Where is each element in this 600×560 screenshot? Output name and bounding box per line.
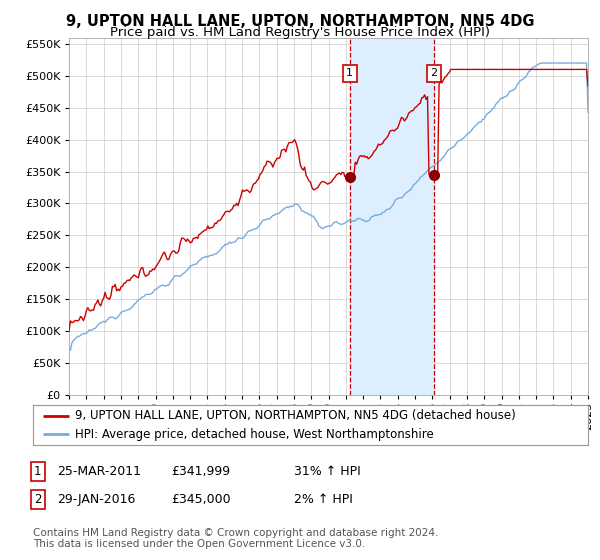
- Text: Contains HM Land Registry data © Crown copyright and database right 2024.
This d: Contains HM Land Registry data © Crown c…: [33, 528, 439, 549]
- Text: 1: 1: [34, 465, 41, 478]
- Text: £341,999: £341,999: [171, 465, 230, 478]
- Bar: [350, 38, 434, 395]
- Text: 2: 2: [430, 68, 437, 78]
- Text: 1: 1: [346, 68, 353, 78]
- Text: 25-MAR-2011: 25-MAR-2011: [57, 465, 141, 478]
- Text: 9, UPTON HALL LANE, UPTON, NORTHAMPTON, NN5 4DG (detached house): 9, UPTON HALL LANE, UPTON, NORTHAMPTON, …: [74, 409, 515, 422]
- Text: 9, UPTON HALL LANE, UPTON, NORTHAMPTON, NN5 4DG: 9, UPTON HALL LANE, UPTON, NORTHAMPTON, …: [66, 14, 534, 29]
- Text: 29-JAN-2016: 29-JAN-2016: [57, 493, 136, 506]
- Text: £345,000: £345,000: [171, 493, 230, 506]
- Text: Price paid vs. HM Land Registry's House Price Index (HPI): Price paid vs. HM Land Registry's House …: [110, 26, 490, 39]
- Text: 2: 2: [34, 493, 41, 506]
- Text: 31% ↑ HPI: 31% ↑ HPI: [294, 465, 361, 478]
- Text: 2% ↑ HPI: 2% ↑ HPI: [294, 493, 353, 506]
- Text: HPI: Average price, detached house, West Northamptonshire: HPI: Average price, detached house, West…: [74, 428, 433, 441]
